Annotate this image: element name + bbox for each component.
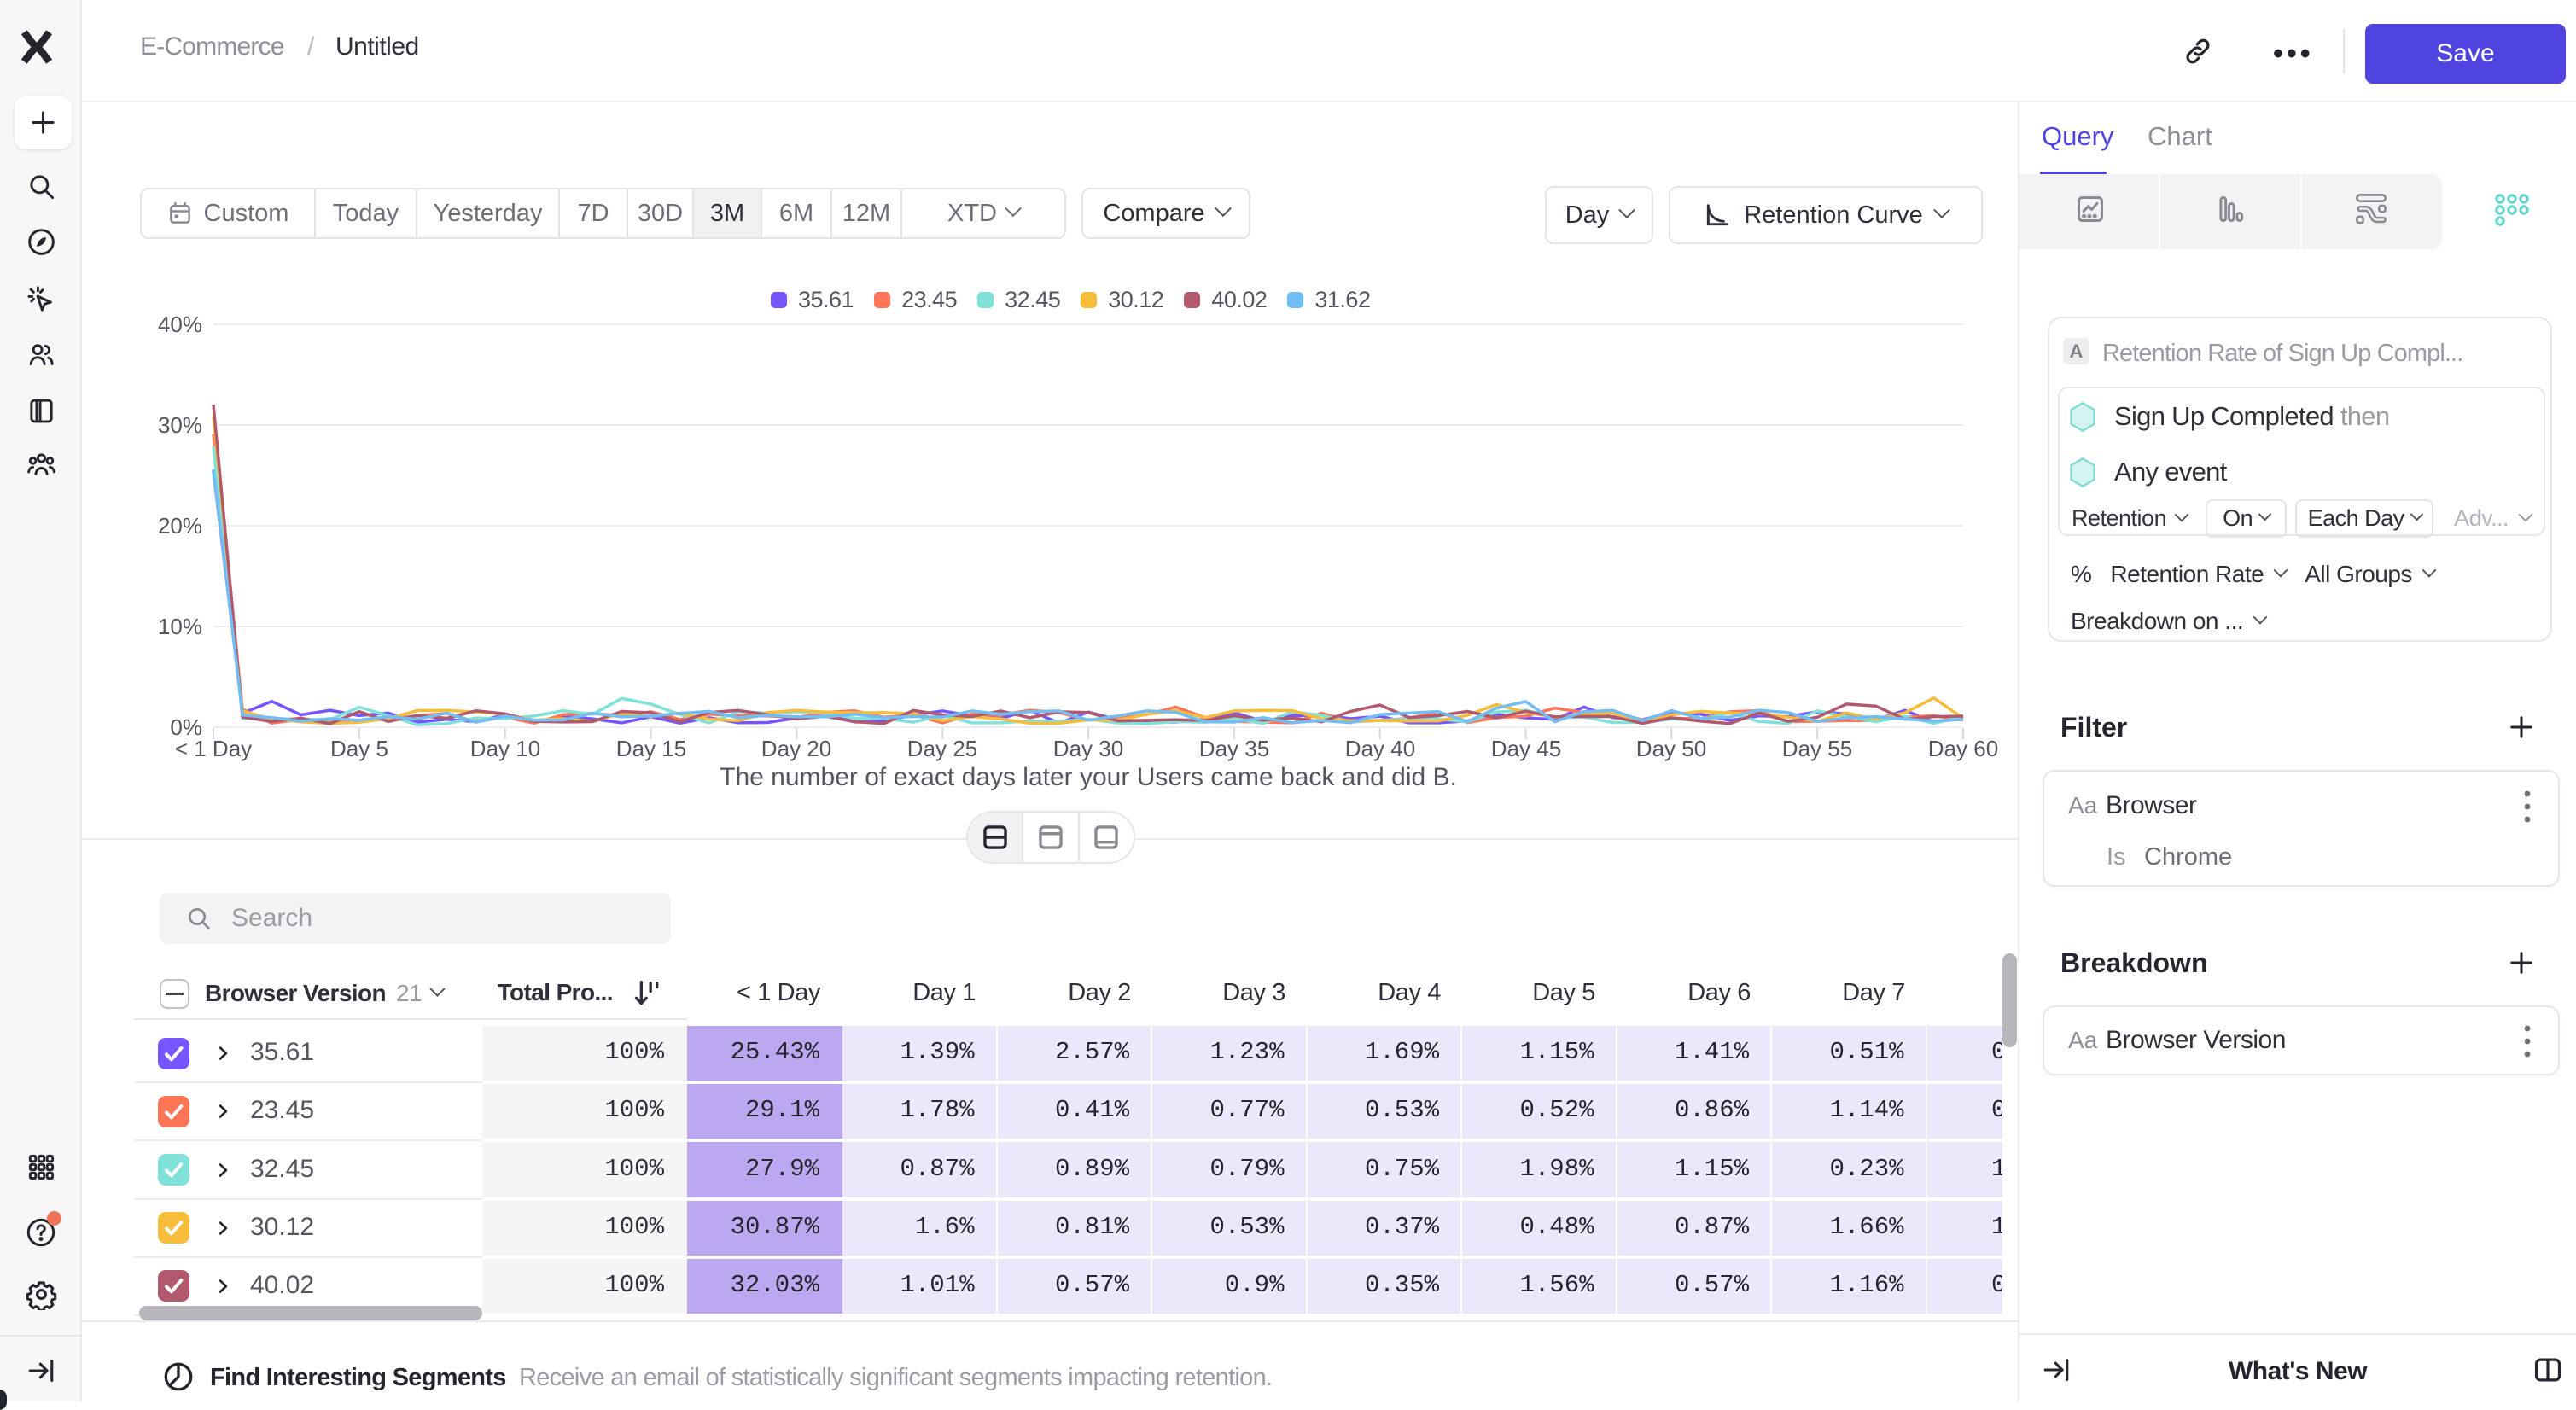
- svg-text:Day 35: Day 35: [1199, 736, 1269, 761]
- svg-text:Day 10: Day 10: [470, 736, 540, 761]
- svg-text:Day 5: Day 5: [330, 736, 388, 761]
- svg-text:Day 60: Day 60: [1928, 736, 1998, 761]
- svg-text:40%: 40%: [158, 312, 202, 337]
- svg-text:10%: 10%: [158, 614, 202, 639]
- svg-text:Day 40: Day 40: [1345, 736, 1415, 761]
- svg-text:< 1 Day: < 1 Day: [175, 736, 252, 761]
- svg-text:30%: 30%: [158, 412, 202, 438]
- svg-text:Day 45: Day 45: [1491, 736, 1561, 761]
- svg-text:The number of exact days later: The number of exact days later your User…: [720, 763, 1457, 791]
- svg-text:20%: 20%: [158, 513, 202, 539]
- svg-text:Day 55: Day 55: [1782, 736, 1852, 761]
- svg-text:Day 20: Day 20: [761, 736, 831, 761]
- svg-text:Day 50: Day 50: [1636, 736, 1706, 761]
- svg-text:Day 25: Day 25: [907, 736, 977, 761]
- svg-text:Day 30: Day 30: [1053, 736, 1123, 761]
- svg-text:0%: 0%: [170, 714, 202, 740]
- svg-text:Day 15: Day 15: [616, 736, 686, 761]
